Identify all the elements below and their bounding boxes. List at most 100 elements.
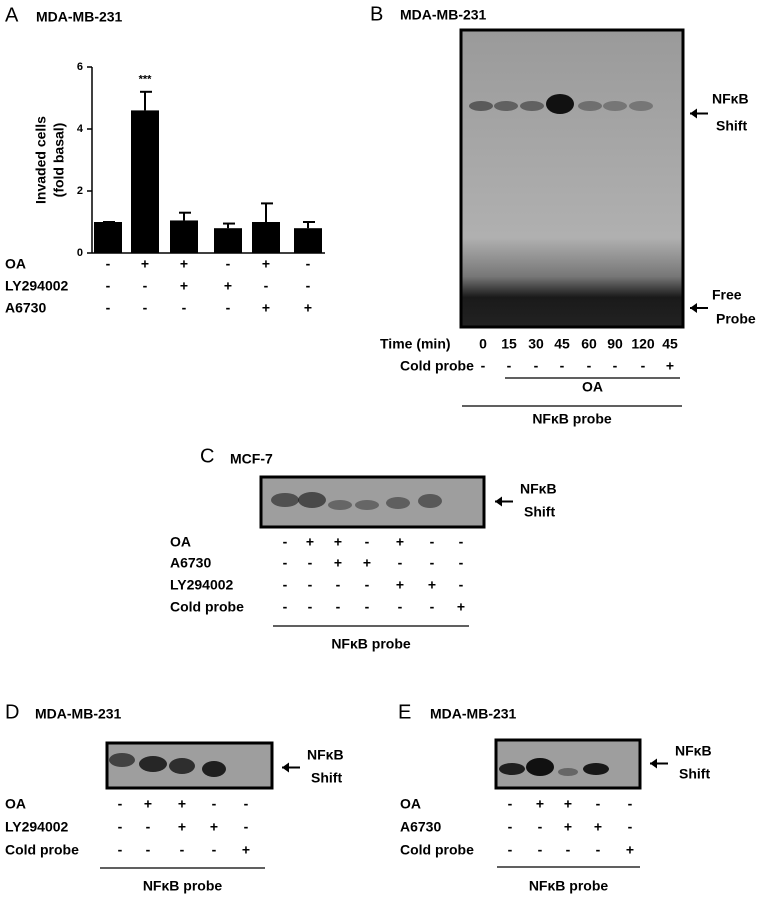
panel-label: E — [398, 701, 411, 723]
bracket-label: NFκB probe — [331, 636, 411, 652]
sign: - — [507, 358, 512, 374]
band — [109, 753, 135, 767]
sign: 45 — [662, 336, 678, 352]
row-label: A6730 — [400, 819, 441, 835]
y-axis-label: (fold basal) — [51, 123, 67, 198]
band — [355, 500, 379, 510]
bar — [170, 220, 198, 253]
bar — [94, 222, 122, 253]
sign: 30 — [528, 336, 544, 352]
band — [139, 756, 167, 772]
y-axis-label: Invaded cells — [33, 116, 49, 204]
sign: 45 — [554, 336, 570, 352]
panel-label: D — [5, 701, 19, 723]
arrow-head — [495, 496, 502, 507]
sign: + — [396, 534, 404, 550]
sign: + — [457, 599, 465, 615]
band — [603, 101, 627, 111]
sign: + — [306, 534, 314, 550]
y-tick-label: 2 — [77, 185, 83, 197]
bracket-label: NFκB probe — [532, 411, 612, 427]
arrow-label: Shift — [716, 118, 747, 134]
sign: + — [626, 842, 634, 858]
arrow-head — [650, 758, 657, 769]
row-label: LY294002 — [5, 819, 69, 835]
sign: - — [596, 842, 601, 858]
row-label: OA — [5, 796, 26, 812]
arrow-label: Shift — [679, 766, 710, 782]
sign: + — [144, 796, 152, 812]
band — [298, 492, 326, 508]
sign: - — [538, 842, 543, 858]
band — [583, 763, 609, 775]
sign: - — [628, 796, 633, 812]
sign: - — [264, 278, 269, 294]
sign: - — [283, 577, 288, 593]
sign: - — [398, 555, 403, 571]
sign: - — [430, 534, 435, 550]
y-tick-label: 4 — [77, 123, 84, 135]
sign: - — [106, 300, 111, 316]
sign: - — [118, 796, 123, 812]
sign: - — [143, 300, 148, 316]
sign: - — [308, 577, 313, 593]
sign: - — [508, 796, 513, 812]
y-tick-label: 6 — [77, 61, 83, 73]
arrow-label: Probe — [716, 311, 756, 327]
sign: 0 — [479, 336, 487, 352]
arrow-label: Free — [712, 287, 742, 303]
sign: + — [396, 577, 404, 593]
sign: + — [536, 796, 544, 812]
band — [386, 497, 410, 509]
sign: - — [430, 555, 435, 571]
bracket-label: NFκB probe — [143, 878, 223, 894]
sign: - — [596, 796, 601, 812]
sign: - — [118, 819, 123, 835]
sign: + — [180, 278, 188, 294]
arrow-head — [690, 303, 697, 313]
sign: - — [459, 577, 464, 593]
panel-title: MDA-MB-231 — [35, 706, 122, 722]
sign: + — [262, 256, 270, 272]
sign: + — [564, 819, 572, 835]
panel-label: C — [200, 445, 214, 467]
sign: - — [336, 599, 341, 615]
panel-title: MDA-MB-231 — [400, 7, 487, 23]
sign: - — [336, 577, 341, 593]
sign: + — [594, 819, 602, 835]
sign: - — [560, 358, 565, 374]
sign: + — [180, 256, 188, 272]
sign: - — [459, 534, 464, 550]
sign: 90 — [607, 336, 623, 352]
row-label: Time (min) — [380, 336, 451, 352]
sign: - — [244, 796, 249, 812]
sign: - — [538, 819, 543, 835]
bracket-label: OA — [582, 379, 603, 395]
sign: - — [481, 358, 486, 374]
band — [578, 101, 602, 111]
arrow-head — [282, 762, 289, 773]
arrow-label: Shift — [311, 770, 342, 786]
sign: + — [666, 358, 674, 374]
panel-label: A — [5, 4, 19, 26]
row-label: Cold probe — [400, 842, 474, 858]
band — [526, 758, 554, 776]
sign: + — [210, 819, 218, 835]
band — [629, 101, 653, 111]
sign: - — [106, 256, 111, 272]
sign: + — [363, 555, 371, 571]
band — [494, 101, 518, 111]
sign: - — [430, 599, 435, 615]
sign: + — [304, 300, 312, 316]
sign: - — [508, 819, 513, 835]
sign: + — [334, 534, 342, 550]
sign: + — [334, 555, 342, 571]
bar — [294, 228, 322, 253]
band — [546, 94, 574, 114]
sign: + — [224, 278, 232, 294]
bar — [252, 222, 280, 253]
row-label: OA — [170, 534, 191, 550]
band — [169, 758, 195, 774]
sign: - — [283, 534, 288, 550]
sign: - — [398, 599, 403, 615]
